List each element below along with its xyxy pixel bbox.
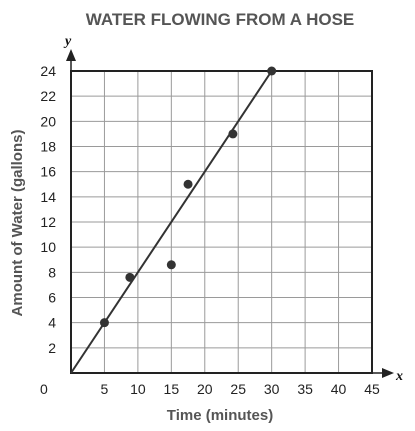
y-tick-label: 24 — [40, 63, 56, 79]
data-point — [166, 260, 176, 270]
x-tick-label: 40 — [331, 381, 347, 397]
y-tick-label: 22 — [40, 88, 56, 104]
x-axis-letter: x — [395, 369, 403, 384]
data-series — [70, 66, 277, 374]
data-point — [267, 66, 277, 76]
y-tick-label: 18 — [40, 139, 56, 155]
x-axis-label: Time (minutes) — [167, 407, 273, 424]
data-point — [183, 179, 193, 189]
y-axis-letter: y — [63, 34, 72, 49]
y-axis-arrow — [66, 49, 76, 61]
x-tick-label: 20 — [197, 381, 213, 397]
y-tick-label: 6 — [48, 290, 56, 306]
y-tick-label: 8 — [48, 264, 56, 280]
y-tick-label: 20 — [40, 113, 56, 129]
x-tick-label: 10 — [130, 381, 146, 397]
x-tick-label: 15 — [164, 381, 180, 397]
x-tick-label: 25 — [230, 381, 246, 397]
x-axis-arrow — [382, 368, 394, 378]
data-point — [125, 272, 135, 282]
y-axis-label: Amount of Water (gallons) — [9, 130, 26, 317]
data-point — [228, 129, 238, 139]
y-tick-label: 14 — [40, 189, 56, 205]
y-tick-label: 16 — [40, 164, 56, 180]
y-tick-label: 4 — [48, 315, 56, 331]
y-tick-label: 12 — [40, 214, 56, 230]
data-point — [99, 318, 109, 328]
axes — [66, 49, 394, 378]
chart-title: WATER FLOWING FROM A HOSE — [86, 10, 355, 29]
x-tick-label: 30 — [264, 381, 280, 397]
origin-label: 0 — [40, 381, 48, 397]
grid-lines — [71, 71, 372, 373]
y-tick-label: 2 — [48, 340, 56, 356]
x-tick-label: 5 — [101, 381, 109, 397]
x-tick-label: 35 — [297, 381, 313, 397]
x-tick-label: 45 — [364, 381, 380, 397]
y-tick-label: 10 — [40, 239, 56, 255]
